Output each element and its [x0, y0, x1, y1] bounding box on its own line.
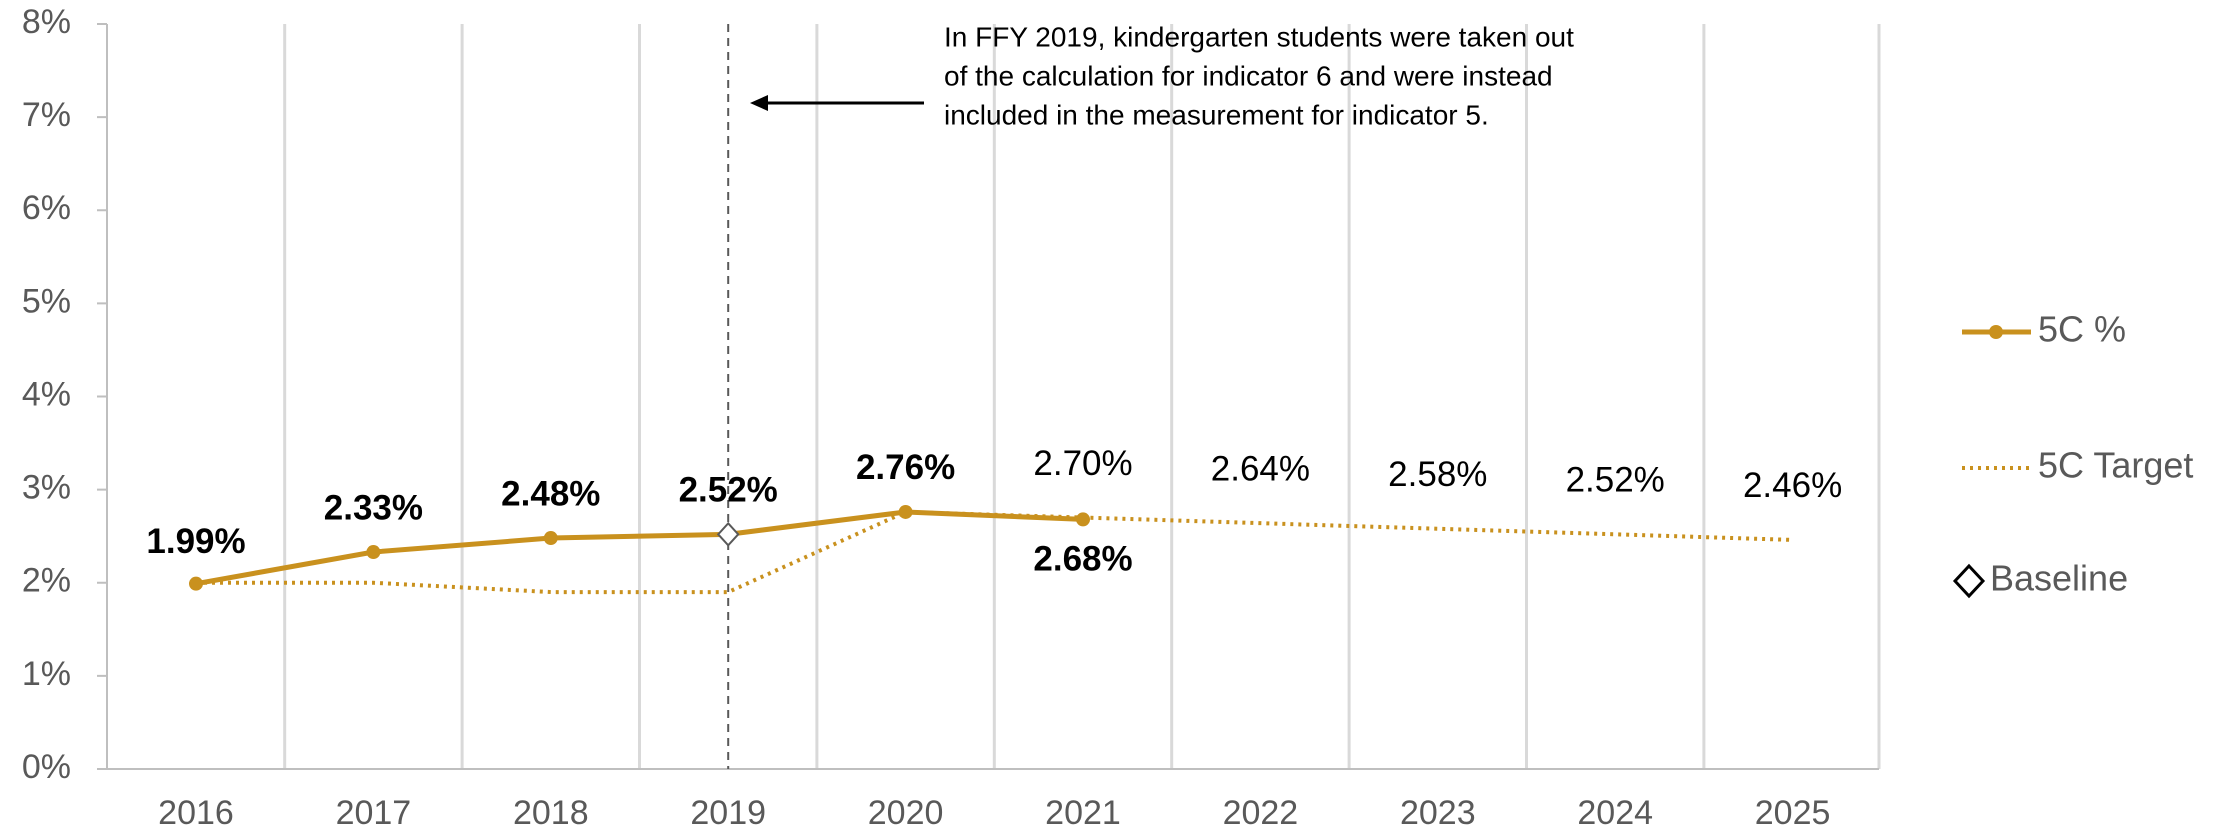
x-tick-label: 2025 — [1755, 794, 1831, 832]
data-label: 2.52% — [679, 471, 778, 510]
y-tick-label: 2% — [22, 562, 71, 600]
legend-label: 5C % — [2038, 309, 2126, 350]
data-label: 2.48% — [501, 474, 600, 513]
legend-marker — [1952, 563, 1986, 599]
x-tick-label: 2016 — [158, 794, 234, 832]
data-label: 1.99% — [146, 522, 245, 561]
y-tick-label: 1% — [22, 655, 71, 693]
data-label: 2.52% — [1566, 461, 1665, 500]
series-line — [196, 509, 1793, 595]
data-label: 2.58% — [1388, 455, 1487, 494]
y-tick-label: 3% — [22, 469, 71, 507]
data-label: 2.68% — [1033, 540, 1132, 579]
annotation: In FFY 2019, kindergarten students were … — [944, 21, 1574, 52]
legend-label: 5C Target — [2038, 445, 2193, 486]
legend-label: Baseline — [1990, 558, 2128, 599]
x-tick-label: 2022 — [1223, 794, 1299, 832]
y-tick-label: 8% — [22, 3, 71, 41]
data-label: 2.46% — [1743, 466, 1842, 505]
x-tick-label: 2019 — [690, 794, 766, 832]
data-label: 2.76% — [856, 448, 955, 487]
point — [366, 545, 381, 560]
y-tick-label: 4% — [22, 375, 71, 413]
data-label: 2.33% — [324, 488, 423, 527]
baseline-marker — [716, 521, 740, 547]
y-tick-label: 0% — [22, 748, 71, 786]
data-label: 2.70% — [1033, 444, 1132, 483]
x-tick-label: 2018 — [513, 794, 589, 832]
y-tick-label: 7% — [22, 96, 71, 134]
x-tick-label: 2020 — [868, 794, 944, 832]
y-tick-label: 6% — [22, 189, 71, 227]
arrow-head — [750, 95, 768, 111]
point — [898, 504, 913, 519]
annotation: included in the measurement for indicato… — [944, 99, 1489, 130]
x-tick-label: 2017 — [336, 794, 412, 832]
x-tick-label: 2023 — [1400, 794, 1476, 832]
x-tick-label: 2024 — [1577, 794, 1653, 832]
series-line — [195, 509, 1084, 587]
data-label: 2.64% — [1211, 449, 1310, 488]
y-tick-label: 5% — [22, 282, 71, 320]
legend-marker — [1989, 325, 2003, 339]
x-tick-label: 2021 — [1045, 794, 1121, 832]
point — [543, 531, 558, 546]
annotation: of the calculation for indicator 6 and w… — [944, 60, 1553, 91]
